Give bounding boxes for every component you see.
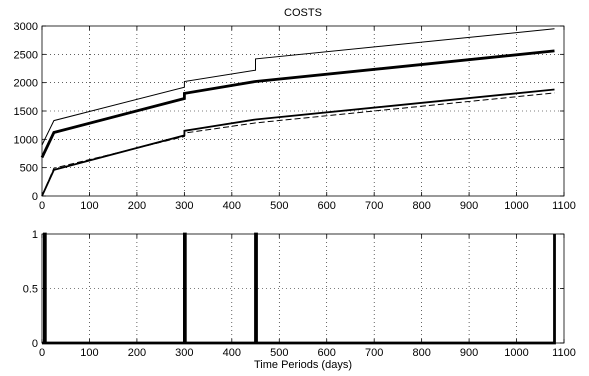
y-tick-label: 0 xyxy=(32,191,38,203)
x-tick-label: 200 xyxy=(128,347,146,359)
series-line-1 xyxy=(41,28,555,146)
x-tick-label: 800 xyxy=(412,347,430,359)
x-tick-label: 300 xyxy=(175,347,193,359)
x-axis-label: Time Periods (days) xyxy=(254,359,352,371)
x-tick-label: 500 xyxy=(270,200,288,212)
x-tick-label: 900 xyxy=(460,347,478,359)
y-tick-label: 1500 xyxy=(14,106,38,118)
x-tick-label: 900 xyxy=(460,200,478,212)
x-tick-label: 500 xyxy=(270,347,288,359)
x-tick-label: 1000 xyxy=(504,347,528,359)
y-tick-label: 3000 xyxy=(14,21,38,33)
costs-panel: 0 100 200 300 400 500 600 700 800 900 1000 1100 0 500… xyxy=(14,7,576,212)
x-tick-label: 100 xyxy=(80,200,98,212)
x-tick-label: 1000 xyxy=(504,200,528,212)
y-tick-label: 1 xyxy=(32,229,38,241)
series-line-2 xyxy=(40,49,555,159)
chart-title: COSTS xyxy=(284,7,322,19)
series-line-3 xyxy=(41,88,555,197)
series-line-4 xyxy=(41,92,555,197)
x-tick-label: 700 xyxy=(365,347,383,359)
time-periods-panel: 0 100 200 300 400 500 600 700 800 900 1000 1100 0 0.5… xyxy=(23,229,576,371)
x-tick-label: 600 xyxy=(318,200,336,212)
x-tick-label: 1100 xyxy=(552,200,576,212)
y-tick-label: 0.5 xyxy=(23,284,38,296)
x-tick-label: 600 xyxy=(318,347,336,359)
y-tick-label: 2000 xyxy=(14,78,38,90)
x-tick-label: 700 xyxy=(365,200,383,212)
x-tick-label: 400 xyxy=(223,200,241,212)
y-tick-label: 1000 xyxy=(14,134,38,146)
x-tick-label: 100 xyxy=(80,347,98,359)
y-tick-label: 500 xyxy=(20,163,38,175)
x-tick-label: 1100 xyxy=(552,347,576,359)
x-tick-label: 0 xyxy=(39,347,45,359)
x-tick-label: 0 xyxy=(39,200,45,212)
x-tick-label: 400 xyxy=(223,347,241,359)
x-tick-label: 800 xyxy=(412,200,430,212)
y-tick-label: 2500 xyxy=(14,49,38,61)
y-tick-label: 0 xyxy=(32,338,38,350)
x-tick-label: 300 xyxy=(175,200,193,212)
x-tick-label: 200 xyxy=(128,200,146,212)
